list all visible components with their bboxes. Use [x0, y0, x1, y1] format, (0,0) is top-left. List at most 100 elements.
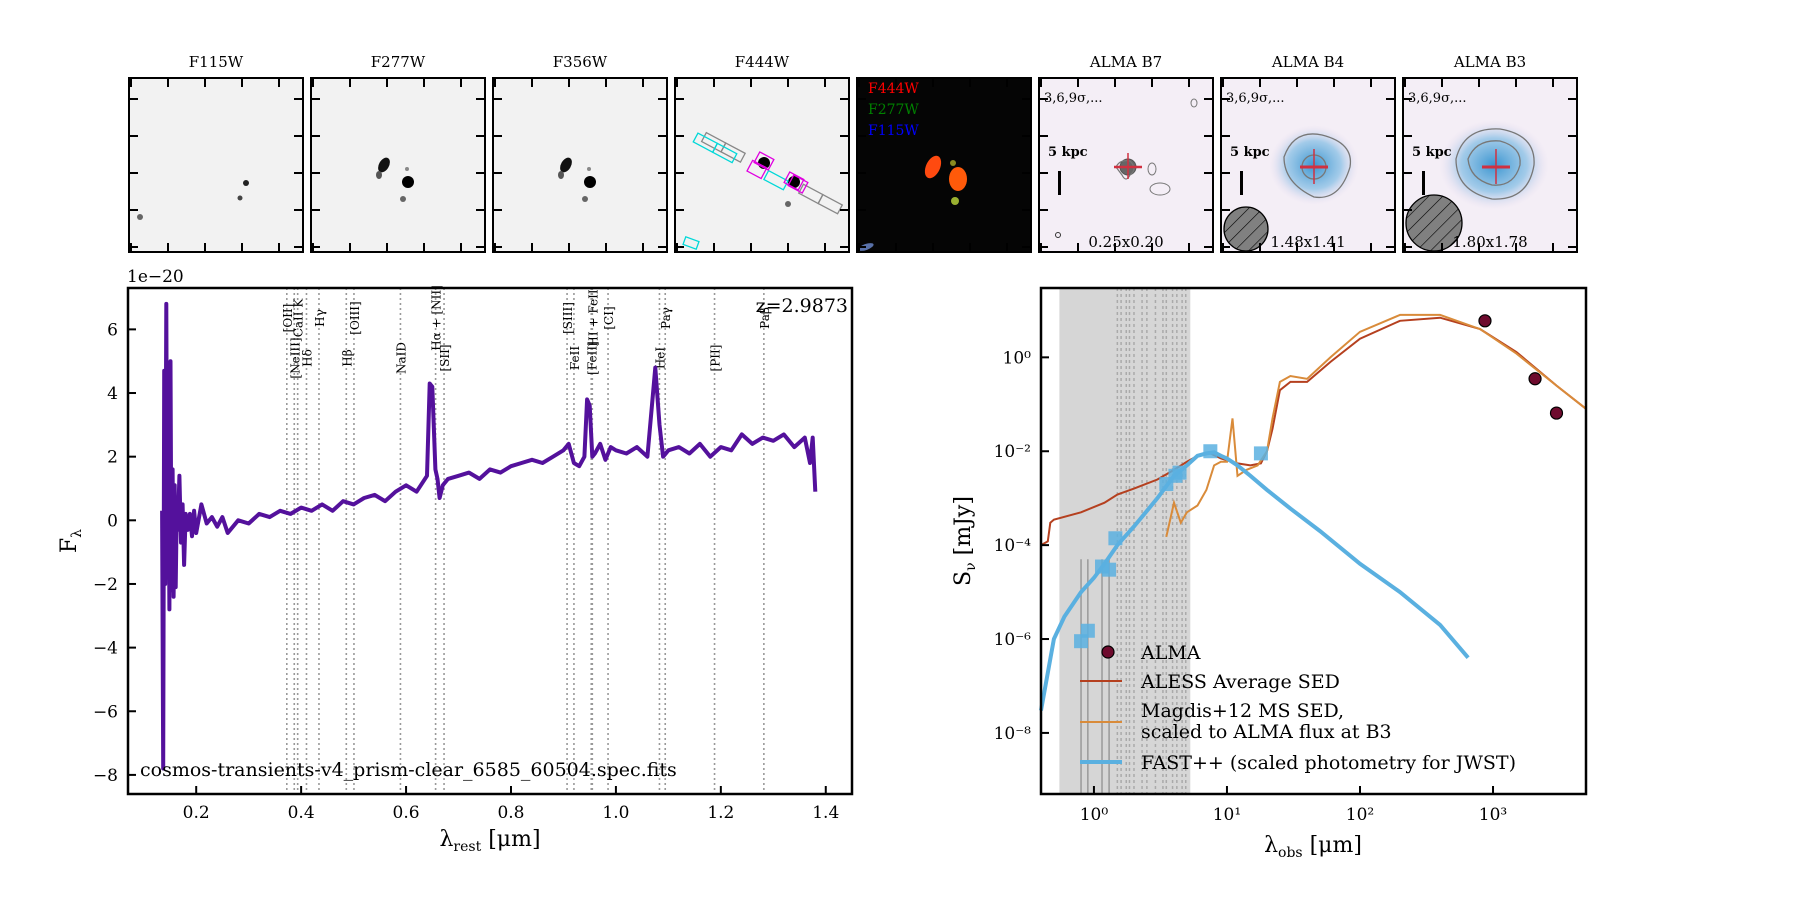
x-tick-label: 10³	[1479, 805, 1507, 825]
rgb-channel-label: F444W	[868, 81, 919, 97]
cutout-panel-f115w	[128, 77, 304, 253]
emission-line-label: [CI]	[602, 306, 616, 329]
file-label: cosmos-transients-v4_prism-clear_6585_60…	[140, 759, 677, 781]
y-tick-label: 2	[107, 448, 118, 468]
sed-x-axis-label: λobs [μm]	[1264, 833, 1362, 861]
y-tick-label: −8	[93, 766, 118, 786]
legend-marker	[1101, 645, 1115, 659]
cutout-panel-alma-b7: 3,6,9σ,... 5 kpc 0.25x0.20	[1038, 77, 1214, 253]
cutout-title: F444W	[734, 53, 790, 71]
y-tick-label: 4	[107, 384, 118, 404]
photometry-point	[1172, 465, 1187, 480]
y-tick-label: 10⁰	[1003, 348, 1032, 368]
scale-bar	[1240, 171, 1243, 195]
cutout-title: F277W	[370, 53, 426, 71]
cutout-panel-f356w	[492, 77, 668, 253]
cutout-title: ALMA B4	[1271, 53, 1345, 71]
emission-line-label: [NeIII]	[288, 337, 302, 378]
contour-levels-label: 3,6,9σ,...	[1408, 91, 1467, 106]
x-tick-label: 1.4	[812, 803, 839, 823]
contour-levels-label: 3,6,9σ,...	[1044, 91, 1103, 106]
emission-line-label: [SII]	[438, 344, 452, 371]
legend-label: scaled to ALMA flux at B3	[1141, 721, 1392, 743]
legend: ALMA ALESS Average SED Magdis+12 MS SED,sc…	[1080, 642, 1516, 774]
x-tick-label: 10⁰	[1080, 805, 1109, 825]
redshift-label: z=2.9873	[756, 295, 848, 317]
emission-line-label: CaII K	[292, 298, 306, 338]
beam-size-label: 1.48x1.41	[1270, 233, 1346, 251]
scale-bar-label: 5 kpc	[1048, 145, 1088, 160]
y-tick-label: −6	[93, 702, 118, 722]
cutout-panel-alma-b4: 3,6,9σ,... 5 kpc 1.48x1.41	[1220, 77, 1396, 253]
emission-line-label: FeII	[568, 346, 582, 371]
legend-label: ALESS Average SED	[1140, 671, 1340, 693]
scale-bar-label: 5 kpc	[1412, 145, 1452, 160]
legend-label: ALMA	[1140, 642, 1201, 664]
emission-line-label: Hβ	[340, 349, 354, 366]
x-tick-label: 10¹	[1213, 805, 1241, 825]
emission-line-label: [PII]	[709, 345, 723, 372]
legend-label: Magdis+12 MS SED,	[1141, 700, 1344, 722]
emission-line-label: HeI	[653, 347, 667, 370]
y-tick-label: 10⁻⁶	[994, 630, 1032, 650]
rgb-channel-label: F277W	[868, 102, 919, 118]
photometry-point	[1203, 444, 1218, 459]
photometry-point	[1253, 446, 1268, 461]
cutout-panel-f444w	[674, 77, 850, 253]
x-tick-label: 10²	[1346, 805, 1374, 825]
alma-point	[1549, 406, 1564, 420]
emission-line-label: Paγ	[659, 307, 673, 329]
scale-bar-label: 5 kpc	[1230, 145, 1270, 160]
contour-levels-label: 3,6,9σ,...	[1226, 91, 1285, 106]
cutout-title: ALMA B7	[1089, 53, 1163, 71]
spectrum-line	[160, 301, 818, 771]
y-axis-label: Fλ	[57, 529, 85, 553]
spectrum-chart: 1e−20 [OII] [NeIII]CaII K Hδ Hγ Hβ [OIII] NaID…	[57, 267, 854, 855]
photometry-point	[1168, 468, 1183, 483]
cutout-panel-rgb: F444W F277W F115W	[856, 77, 1032, 253]
fast-model-line	[1039, 450, 1470, 711]
cutout-title: F356W	[552, 53, 608, 71]
x-tick-label: 0.8	[497, 803, 524, 823]
x-tick-label: 1.0	[602, 803, 629, 823]
emission-line-label: [OIII]	[348, 301, 362, 334]
beam-size-label: 0.25x0.20	[1088, 233, 1164, 251]
scale-bar	[1422, 171, 1425, 195]
scale-bar	[1058, 171, 1061, 195]
y-tick-label: 0	[107, 511, 118, 531]
y-tick-label: −4	[93, 639, 118, 659]
sed-y-axis-label: Sν [mJy]	[951, 496, 979, 586]
cutout-panel-alma-b3: 3,6,9σ,... 5 kpc 1.80x1.78	[1402, 77, 1578, 253]
emission-line-label: [OII]	[281, 304, 295, 333]
y-tick-label: 10⁻²	[994, 442, 1031, 462]
emission-line-label: Hγ	[313, 309, 327, 327]
x-tick-label: 1.2	[707, 803, 734, 823]
photometry-point	[1074, 634, 1089, 649]
cutout-title: ALMA B3	[1453, 53, 1527, 71]
photometry-point	[1080, 623, 1095, 638]
magdis-sed-line	[1165, 313, 1587, 538]
emission-line-label: Paβ	[758, 307, 772, 329]
alma-point	[1478, 314, 1492, 328]
emission-line-label: Hα + [NII]	[430, 285, 444, 351]
photometry-point	[1095, 559, 1110, 574]
sed-axes-frame	[1039, 286, 1588, 796]
emission-line-label: HI + FeII	[586, 289, 600, 346]
y-tick-label: 10⁻⁸	[994, 724, 1032, 744]
x-tick-label: 0.6	[393, 803, 420, 823]
photometry-point	[1108, 531, 1123, 546]
y-tick-label: 10⁻⁴	[994, 536, 1032, 556]
y-tick-label: 6	[107, 320, 118, 340]
photometry-point	[1159, 477, 1174, 492]
cutout-panel-f277w	[310, 77, 486, 253]
beam-size-label: 1.80x1.78	[1452, 233, 1528, 251]
x-tick-label: 0.2	[183, 803, 210, 823]
y-offset-label: 1e−20	[127, 267, 184, 287]
photometry-point	[1102, 562, 1117, 577]
x-tick-label: 0.4	[288, 803, 315, 823]
cutout-title: F115W	[188, 53, 244, 71]
spectrum-axes-frame	[126, 286, 854, 796]
y-tick-label: −2	[93, 575, 118, 595]
rgb-channel-label: F115W	[868, 123, 919, 139]
aless-sed-line	[1040, 316, 1587, 546]
